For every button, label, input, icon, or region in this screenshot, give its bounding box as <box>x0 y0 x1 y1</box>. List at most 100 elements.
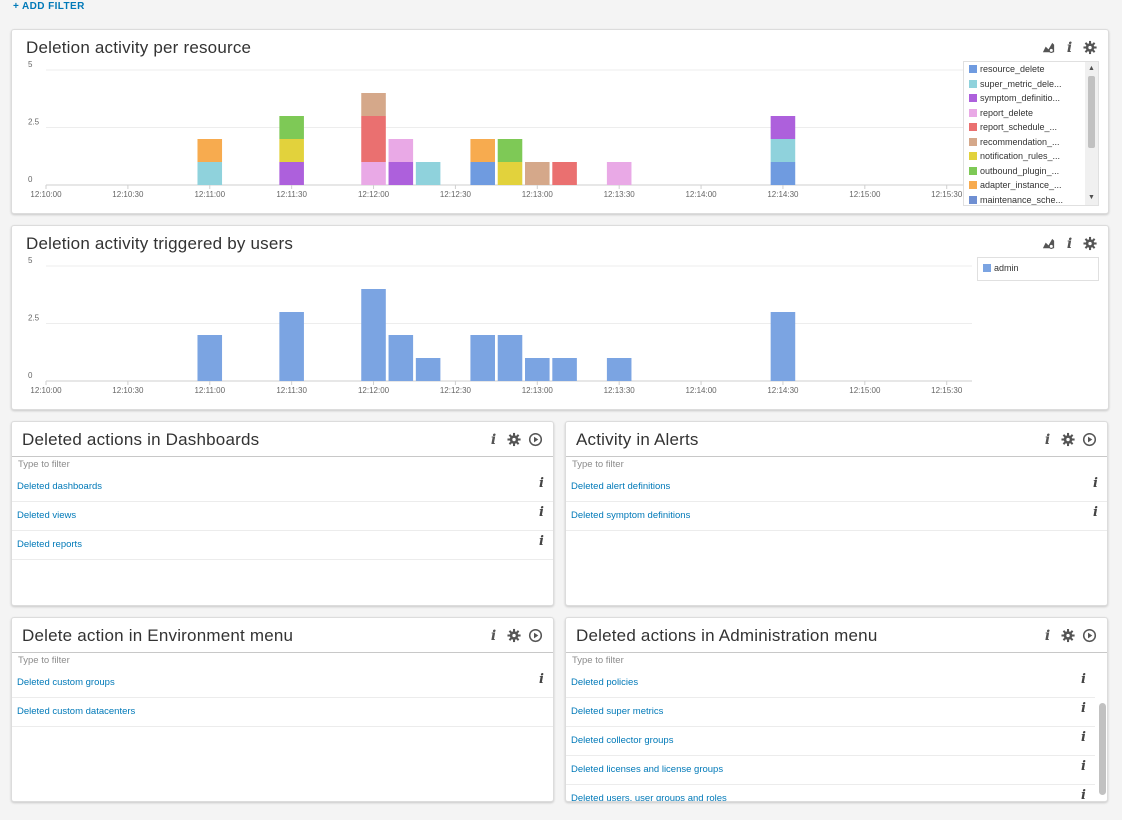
chart-settings-icon[interactable] <box>1041 40 1056 55</box>
bar-segment[interactable] <box>525 162 550 185</box>
x-tick-label: 12:11:00 <box>194 190 225 199</box>
bar-segment[interactable] <box>470 335 495 381</box>
info-icon[interactable]: i <box>490 627 497 644</box>
bar-segment[interactable] <box>388 162 414 185</box>
play-icon[interactable] <box>1082 432 1097 447</box>
bar-segment[interactable] <box>197 335 223 381</box>
bar-segment[interactable] <box>552 358 577 381</box>
bar-segment[interactable] <box>525 358 550 381</box>
info-icon[interactable]: i <box>1081 788 1086 801</box>
list-item[interactable]: Deleted alert definitions i <box>566 473 1107 502</box>
bar-segment[interactable] <box>497 139 523 162</box>
list-item[interactable]: Deleted policies i <box>566 669 1095 698</box>
legend-item[interactable]: resource_delete <box>964 62 1098 77</box>
play-icon[interactable] <box>1082 628 1097 643</box>
bar-segment[interactable] <box>388 139 414 162</box>
info-icon[interactable]: i <box>490 431 497 448</box>
info-icon[interactable]: i <box>1093 476 1098 491</box>
gear-icon[interactable] <box>1061 432 1076 447</box>
legend-item[interactable]: admin <box>978 261 1098 276</box>
list-item[interactable]: Deleted symptom definitions i <box>566 502 1107 531</box>
bar-segment[interactable] <box>470 162 495 185</box>
bar-segment[interactable] <box>770 162 796 185</box>
legend-item[interactable]: recommendation_... <box>964 135 1098 150</box>
dashboards-list: Type to filter Deleted dashboards i Delet… <box>12 456 553 605</box>
bar-segment[interactable] <box>770 116 796 139</box>
bar-segment[interactable] <box>361 93 386 116</box>
bar-segment[interactable] <box>606 358 632 381</box>
filter-input[interactable]: Type to filter <box>18 655 70 666</box>
filter-input[interactable]: Type to filter <box>572 655 624 666</box>
bar-segment[interactable] <box>197 139 223 162</box>
info-icon[interactable]: i <box>1066 39 1073 56</box>
list-item[interactable]: Deleted collector groups i <box>566 727 1095 756</box>
list-item[interactable]: Deleted custom groups i <box>12 669 553 698</box>
play-icon[interactable] <box>528 628 543 643</box>
gear-icon[interactable] <box>1083 236 1098 251</box>
info-icon[interactable]: i <box>1081 672 1086 687</box>
info-icon[interactable]: i <box>539 534 544 549</box>
bar-segment[interactable] <box>606 162 632 185</box>
info-icon[interactable]: i <box>539 505 544 520</box>
legend-item[interactable]: report_schedule_... <box>964 120 1098 135</box>
bar-segment[interactable] <box>361 162 386 185</box>
play-icon[interactable] <box>528 432 543 447</box>
bar-segment[interactable] <box>497 335 523 381</box>
x-tick-label: 12:14:30 <box>767 386 799 395</box>
bar-segment[interactable] <box>415 358 441 381</box>
legend-item[interactable]: report_delete <box>964 106 1098 121</box>
bar-segment[interactable] <box>197 162 223 185</box>
legend-swatch <box>969 137 977 146</box>
info-icon[interactable]: i <box>1081 759 1086 774</box>
list-item[interactable]: Deleted reports i <box>12 531 553 560</box>
list-item-label: Deleted custom datacenters <box>17 706 136 717</box>
info-icon[interactable]: i <box>539 476 544 491</box>
bar-segment[interactable] <box>770 139 796 162</box>
gear-icon[interactable] <box>507 628 522 643</box>
legend-item[interactable]: super_metric_dele... <box>964 77 1098 92</box>
filter-input[interactable]: Type to filter <box>572 459 624 470</box>
info-icon[interactable]: i <box>539 672 544 687</box>
legend-swatch <box>969 94 977 103</box>
bar-segment[interactable] <box>279 139 304 162</box>
info-icon[interactable]: i <box>1093 505 1098 520</box>
gear-icon[interactable] <box>507 432 522 447</box>
list-item[interactable]: Deleted custom datacenters <box>12 698 553 727</box>
list-item[interactable]: Deleted views i <box>12 502 553 531</box>
info-icon[interactable]: i <box>1044 431 1051 448</box>
legend-swatch <box>969 79 977 88</box>
bar-segment[interactable] <box>279 312 304 381</box>
info-icon[interactable]: i <box>1044 627 1051 644</box>
legend-item[interactable]: maintenance_sche... <box>964 193 1098 206</box>
bar-segment[interactable] <box>415 162 441 185</box>
legend-item[interactable]: outbound_plugin_... <box>964 164 1098 179</box>
bar-segment[interactable] <box>470 139 495 162</box>
legend-item[interactable]: notification_rules_... <box>964 149 1098 164</box>
legend-swatch <box>969 152 977 161</box>
list-item[interactable]: Deleted licenses and license groups i <box>566 756 1095 785</box>
add-filter-button[interactable]: + ADD FILTER <box>13 1 85 12</box>
info-icon[interactable]: i <box>1066 235 1073 252</box>
bar-segment[interactable] <box>361 289 386 381</box>
bar-segment[interactable] <box>552 162 577 185</box>
bar-segment[interactable] <box>770 312 796 381</box>
list-scrollbar[interactable] <box>1099 703 1106 795</box>
info-icon[interactable]: i <box>1081 701 1086 716</box>
gear-icon[interactable] <box>1083 40 1098 55</box>
list-item[interactable]: Deleted dashboards i <box>12 473 553 502</box>
x-tick-label: 12:15:30 <box>931 190 963 199</box>
legend-item[interactable]: adapter_instance_... <box>964 178 1098 193</box>
info-icon[interactable]: i <box>1081 730 1086 745</box>
bar-segment[interactable] <box>388 335 414 381</box>
list-item[interactable]: Deleted users, user groups and roles i <box>566 785 1095 801</box>
bar-segment[interactable] <box>497 162 523 185</box>
chart-settings-icon[interactable] <box>1041 236 1056 251</box>
bar-segment[interactable] <box>279 116 304 139</box>
list-item[interactable]: Deleted super metrics i <box>566 698 1095 727</box>
bar-segment[interactable] <box>361 116 386 162</box>
legend-scrollbar[interactable]: ▲ ▼ <box>1085 62 1098 205</box>
legend-item[interactable]: symptom_definitio... <box>964 91 1098 106</box>
gear-icon[interactable] <box>1061 628 1076 643</box>
filter-input[interactable]: Type to filter <box>18 459 70 470</box>
bar-segment[interactable] <box>279 162 304 185</box>
